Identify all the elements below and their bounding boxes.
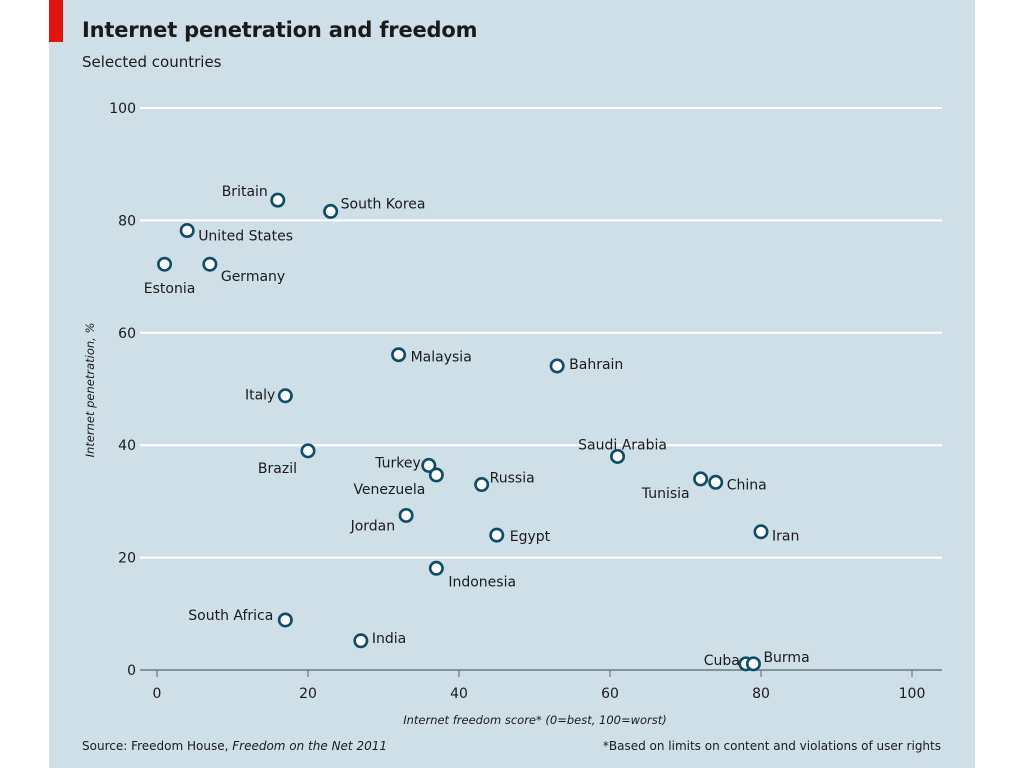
label-burma: Burma bbox=[763, 650, 809, 666]
label-italy: Italy bbox=[245, 388, 275, 404]
point-burma bbox=[745, 656, 761, 672]
point-italy bbox=[277, 388, 293, 404]
label-jordan: Jordan bbox=[350, 518, 396, 534]
label-egypt: Egypt bbox=[510, 529, 551, 545]
point-labels: Britain South Korea United States Estonia Ge… bbox=[144, 184, 810, 669]
point-indonesia bbox=[428, 560, 444, 576]
x-tick-label: 100 bbox=[899, 686, 926, 702]
y-tick-label: 0 bbox=[127, 663, 136, 679]
footnote: *Based on limits on content and violatio… bbox=[602, 739, 941, 753]
point-china bbox=[708, 474, 724, 490]
label-britain: Britain bbox=[222, 184, 268, 200]
label-united-states: United States bbox=[198, 229, 293, 245]
point-estonia bbox=[157, 256, 173, 272]
point-bahrain bbox=[549, 358, 565, 374]
x-axis-title: Internet freedom score* (0=best, 100=wor… bbox=[403, 713, 667, 727]
y-tick-label: 100 bbox=[109, 101, 136, 117]
point-tunisia bbox=[693, 471, 709, 487]
label-south-africa: South Africa bbox=[188, 608, 273, 624]
label-india: India bbox=[372, 631, 406, 647]
y-axis-title: Internet penetration, % bbox=[83, 323, 97, 458]
source-title: Freedom on the Net 2011 bbox=[232, 739, 387, 753]
x-tick-label: 0 bbox=[153, 686, 162, 702]
label-malaysia: Malaysia bbox=[411, 350, 472, 366]
y-tick-label: 80 bbox=[118, 213, 136, 229]
point-saudi-arabia bbox=[610, 448, 626, 464]
chart-subtitle: Selected countries bbox=[82, 53, 222, 71]
label-turkey: Turkey bbox=[374, 455, 421, 471]
point-iran bbox=[753, 524, 769, 540]
x-tick-label: 80 bbox=[752, 686, 770, 702]
label-germany: Germany bbox=[221, 269, 285, 285]
y-tick-label: 60 bbox=[118, 326, 136, 342]
y-tick-label: 20 bbox=[118, 551, 136, 567]
point-britain bbox=[270, 192, 286, 208]
x-tick-label: 20 bbox=[299, 686, 317, 702]
label-south-korea: South Korea bbox=[341, 196, 426, 212]
label-china: China bbox=[727, 477, 767, 493]
point-united-states bbox=[179, 223, 195, 239]
point-turkey bbox=[421, 457, 437, 473]
source-note: Source: Freedom House, Freedom on the Ne… bbox=[82, 739, 387, 753]
label-tunisia: Tunisia bbox=[641, 486, 690, 502]
chart-title: Internet penetration and freedom bbox=[82, 18, 478, 42]
label-indonesia: Indonesia bbox=[448, 574, 516, 590]
source-prefix: Source: Freedom House, bbox=[82, 739, 233, 753]
x-axis bbox=[140, 669, 942, 677]
chart-panel bbox=[49, 0, 975, 768]
point-brazil bbox=[300, 443, 316, 459]
label-venezuela: Venezuela bbox=[353, 482, 425, 498]
data-points bbox=[157, 192, 769, 672]
x-tick-label: 60 bbox=[601, 686, 619, 702]
brand-red-tab bbox=[49, 0, 63, 42]
label-russia: Russia bbox=[490, 471, 535, 487]
label-brazil: Brazil bbox=[258, 461, 297, 477]
label-cuba: Cuba bbox=[704, 653, 740, 669]
point-south-korea bbox=[323, 203, 339, 219]
gridlines bbox=[140, 107, 942, 559]
label-estonia: Estonia bbox=[144, 281, 196, 297]
x-tick-label: 40 bbox=[450, 686, 468, 702]
point-india bbox=[353, 633, 369, 649]
point-jordan bbox=[398, 507, 414, 523]
point-venezuela bbox=[428, 467, 444, 483]
label-saudi-arabia: Saudi Arabia bbox=[578, 437, 667, 453]
point-south-africa bbox=[277, 612, 293, 628]
point-egypt bbox=[489, 527, 505, 543]
label-bahrain: Bahrain bbox=[569, 357, 623, 373]
label-iran: Iran bbox=[772, 529, 799, 545]
point-russia bbox=[474, 477, 490, 493]
point-malaysia bbox=[391, 347, 407, 363]
point-germany bbox=[202, 256, 218, 272]
tick-labels: 0 20 40 60 80 100 0 20 40 60 80 100 bbox=[109, 101, 925, 702]
y-tick-label: 40 bbox=[118, 438, 136, 454]
